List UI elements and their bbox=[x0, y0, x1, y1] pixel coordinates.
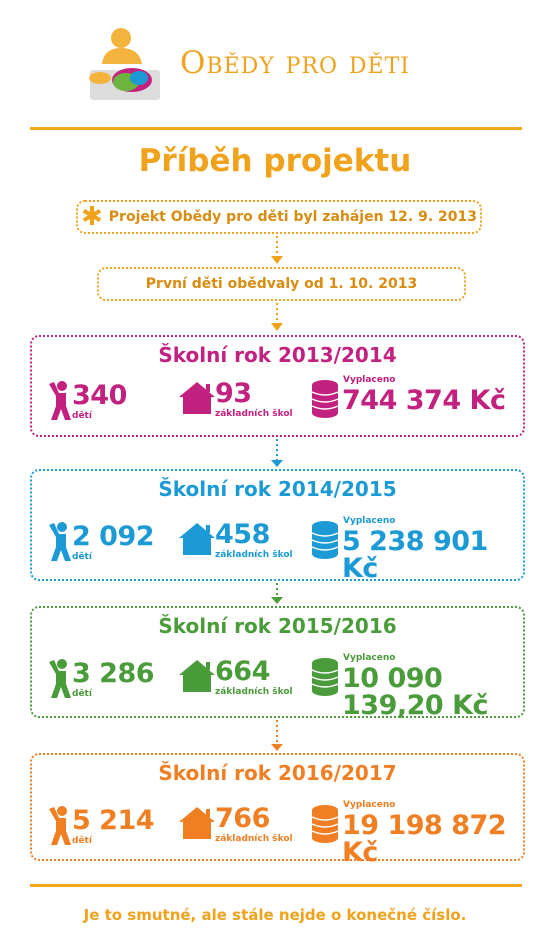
child-icon bbox=[49, 381, 71, 420]
bottom-divider bbox=[30, 884, 522, 887]
coins-icon bbox=[311, 805, 339, 843]
logo-title: Obědy pro děti bbox=[180, 45, 410, 81]
logo bbox=[84, 24, 166, 108]
timeline-start-box: ✱ Projekt Obědy pro děti byl zahájen 12.… bbox=[76, 200, 482, 234]
year-title: Školní rok 2013/2014 bbox=[158, 343, 397, 367]
schools-label: základních škol bbox=[215, 687, 293, 697]
schools-label: základních škol bbox=[215, 409, 293, 419]
house-icon bbox=[179, 807, 215, 839]
schools-count: 766 bbox=[215, 803, 270, 834]
schools-label: základních škol bbox=[215, 834, 293, 844]
child-icon bbox=[49, 659, 71, 698]
year-box: Školní rok 2014/2015 2 092 dětí 458 zákl… bbox=[30, 469, 525, 584]
coins-icon bbox=[311, 380, 339, 418]
house-icon bbox=[179, 382, 215, 414]
coins-icon bbox=[311, 658, 339, 696]
year-box: Školní rok 2013/2014 340 dětí 93 základn… bbox=[30, 335, 525, 437]
arrow-down-icon bbox=[271, 583, 283, 604]
top-divider bbox=[30, 127, 522, 130]
arrow-down-icon bbox=[271, 303, 283, 331]
children-count: 5 214 bbox=[72, 805, 155, 836]
asterisk-icon: ✱ bbox=[80, 202, 103, 232]
year-box: Školní rok 2015/2016 3 286 dětí 664 zákl… bbox=[30, 606, 525, 721]
paid-label: Vyplaceno bbox=[343, 516, 396, 526]
child-icon bbox=[49, 522, 71, 561]
paid-amount: 5 238 901 Kč bbox=[342, 526, 488, 584]
schools-count: 458 bbox=[215, 519, 270, 550]
children-count: 340 bbox=[72, 380, 127, 411]
year-title: Školní rok 2014/2015 bbox=[158, 477, 397, 501]
children-label: dětí bbox=[72, 411, 92, 421]
page-title: Příběh projektu bbox=[138, 143, 412, 179]
child-icon bbox=[49, 806, 71, 845]
logo-child-lunch-icon bbox=[89, 28, 160, 100]
schools-label: základních škol bbox=[215, 550, 293, 560]
arrow-down-icon bbox=[271, 439, 283, 467]
paid-label: Vyplaceno bbox=[343, 375, 396, 385]
children-label: dětí bbox=[72, 552, 92, 562]
children-count: 2 092 bbox=[72, 521, 155, 552]
timeline-start-text: Projekt Obědy pro děti byl zahájen 12. 9… bbox=[108, 209, 478, 225]
footer-text: Je to smutné, ale stále nejde o konečné … bbox=[83, 906, 467, 924]
year-title: Školní rok 2015/2016 bbox=[158, 614, 397, 638]
timeline-first-lunch-box: První děti obědvaly od 1. 10. 2013 bbox=[97, 267, 466, 301]
timeline-first-lunch-text: První děti obědvaly od 1. 10. 2013 bbox=[145, 276, 418, 292]
arrow-down-icon bbox=[271, 720, 283, 751]
paid-label: Vyplaceno bbox=[343, 653, 396, 663]
year-box: Školní rok 2016/2017 5 214 dětí 766 zákl… bbox=[30, 753, 525, 866]
year-title: Školní rok 2016/2017 bbox=[158, 761, 397, 785]
schools-count: 664 bbox=[215, 656, 270, 687]
house-icon bbox=[179, 660, 215, 692]
paid-amount: 744 374 Kč bbox=[342, 385, 506, 416]
arrow-down-icon bbox=[271, 236, 283, 264]
paid-amount: 10 090 139,20 Kč bbox=[342, 663, 489, 721]
children-count: 3 286 bbox=[72, 658, 155, 689]
schools-count: 93 bbox=[215, 378, 252, 409]
children-label: dětí bbox=[72, 689, 92, 699]
paid-amount: 19 198 872 Kč bbox=[342, 810, 507, 868]
children-label: dětí bbox=[72, 836, 92, 846]
coins-icon bbox=[311, 521, 339, 559]
paid-label: Vyplaceno bbox=[343, 800, 396, 810]
house-icon bbox=[179, 523, 215, 555]
